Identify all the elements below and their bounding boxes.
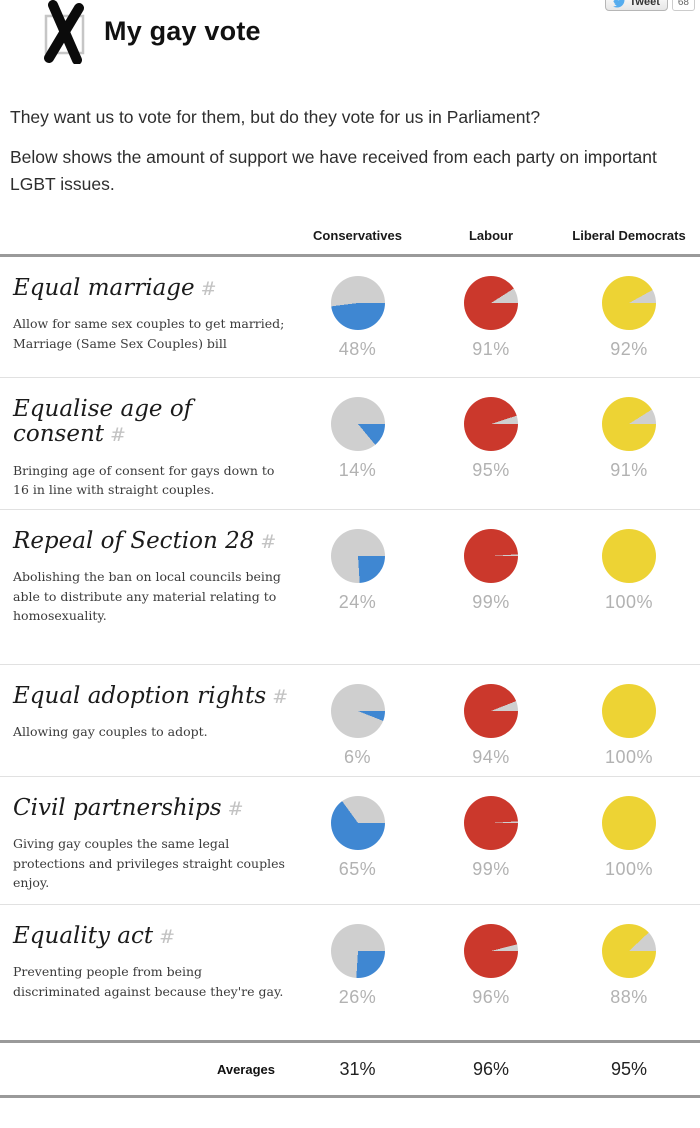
- pie-chart-liberal-democrats: [602, 684, 656, 738]
- issue-row-equalise-age-of-consent: Equalise age of consent # Bringing age of…: [0, 378, 700, 510]
- issue-description: Allow for same sex couples to get marrie…: [13, 316, 285, 351]
- tweet-button-label: Tweet: [629, 0, 660, 8]
- pct-label: 99%: [472, 592, 510, 612]
- ballot-x-logo[interactable]: [36, 0, 94, 64]
- issue-description: Preventing people from being discriminat…: [13, 964, 284, 999]
- issue-row-equal-marriage: Equal marriage # Allow for same sex coupl…: [0, 257, 700, 378]
- issue-title: Equality act #: [13, 923, 176, 949]
- intro-line-2: Below shows the amount of support we hav…: [10, 146, 657, 194]
- issue-row-repeal-of-section-28: Repeal of Section 28 # Abolishing the ban…: [0, 510, 700, 665]
- column-header-conservatives: Conservatives: [313, 228, 402, 243]
- averages-row: Averages 31% 96% 95%: [0, 1043, 700, 1095]
- pie-chart-labour: [464, 796, 518, 850]
- issue-row-equal-adoption-rights: Equal adoption rights # Allowing gay coup…: [0, 665, 700, 777]
- issue-row-equality-act: Equality act # Preventing people from bei…: [0, 905, 700, 1040]
- anchor-link[interactable]: #: [159, 926, 176, 948]
- pie-chart-conservatives: [330, 684, 385, 738]
- pct-label: 88%: [610, 987, 648, 1007]
- pie-chart-conservatives: [330, 924, 385, 978]
- tweet-button[interactable]: Tweet: [604, 0, 668, 11]
- issue-description: Bringing age of consent for gays down to…: [13, 462, 275, 497]
- anchor-link[interactable]: #: [200, 278, 217, 300]
- pie-chart-liberal-democrats: [602, 529, 656, 583]
- pct-label: 91%: [610, 460, 648, 480]
- tweet-widget: Tweet 68: [604, 0, 695, 11]
- issue-title: Equal marriage #: [13, 275, 217, 301]
- pct-label: 96%: [472, 987, 510, 1007]
- pie-chart-labour: [464, 397, 518, 451]
- anchor-link[interactable]: #: [227, 798, 244, 820]
- pct-label: 92%: [610, 339, 648, 359]
- pie-chart-labour: [464, 684, 518, 738]
- pie-chart-conservatives: [330, 529, 385, 583]
- average-labour: 96%: [472, 1058, 510, 1079]
- averages-label: Averages: [216, 1061, 275, 1077]
- header-divider: [0, 254, 700, 257]
- pct-label: 100%: [604, 747, 654, 767]
- pie-chart-conservatives: [330, 276, 385, 330]
- issue-description: Allowing gay couples to adopt.: [13, 724, 208, 740]
- pct-label: 24%: [338, 592, 377, 612]
- pct-label: 48%: [338, 339, 377, 359]
- issue-title: Equalise age of consent #: [13, 396, 193, 448]
- tweet-count[interactable]: 68: [671, 0, 695, 11]
- twitter-bird-icon: [612, 0, 624, 8]
- issue-description: Giving gay couples the same legal protec…: [13, 836, 285, 891]
- pct-label: 65%: [338, 859, 377, 879]
- anchor-link[interactable]: #: [260, 531, 277, 553]
- pct-label: 94%: [472, 747, 510, 767]
- pie-chart-labour: [464, 924, 518, 978]
- column-header-row: Conservatives Labour Liberal Democrats: [0, 228, 700, 243]
- pie-chart-conservatives: [330, 796, 385, 850]
- column-header-labour: Labour: [468, 228, 514, 243]
- pct-label: 100%: [604, 859, 654, 879]
- issue-title: Repeal of Section 28 #: [13, 528, 277, 554]
- page-title: My gay vote: [104, 16, 261, 46]
- issue-title: Civil partnerships #: [13, 795, 244, 821]
- anchor-link[interactable]: #: [272, 686, 289, 708]
- pct-label: 14%: [338, 460, 377, 480]
- issues-table: Equal marriage # Allow for same sex coupl…: [0, 257, 700, 1040]
- pct-label: 26%: [338, 987, 377, 1007]
- anchor-link[interactable]: #: [110, 424, 126, 447]
- issue-row-civil-partnerships: Civil partnerships # Giving gay couples t…: [0, 777, 700, 905]
- issue-description: Abolishing the ban on local councils bei…: [13, 569, 281, 624]
- pie-chart-labour: [464, 276, 518, 330]
- column-header-liberal-democrats: Liberal Democrats: [572, 228, 686, 243]
- pie-chart-liberal-democrats: [602, 796, 656, 850]
- averages-bottom-divider: [0, 1095, 700, 1098]
- issue-title: Equal adoption rights #: [13, 683, 289, 709]
- average-conservatives: 31%: [339, 1058, 376, 1079]
- pct-label: 91%: [472, 339, 510, 359]
- pct-label: 100%: [604, 592, 654, 612]
- pie-chart-conservatives: [330, 397, 385, 451]
- intro-line-1: They want us to vote for them, but do th…: [10, 106, 541, 127]
- pct-label: 95%: [472, 460, 510, 480]
- pie-chart-liberal-democrats: [602, 276, 656, 330]
- averages-top-divider: [0, 1040, 700, 1043]
- pct-label: 6%: [343, 747, 371, 767]
- pie-chart-liberal-democrats: [602, 397, 656, 451]
- pct-label: 99%: [472, 859, 510, 879]
- average-liberal-democrats: 95%: [610, 1058, 648, 1079]
- pie-chart-labour: [464, 529, 518, 583]
- pie-chart-liberal-democrats: [602, 924, 656, 978]
